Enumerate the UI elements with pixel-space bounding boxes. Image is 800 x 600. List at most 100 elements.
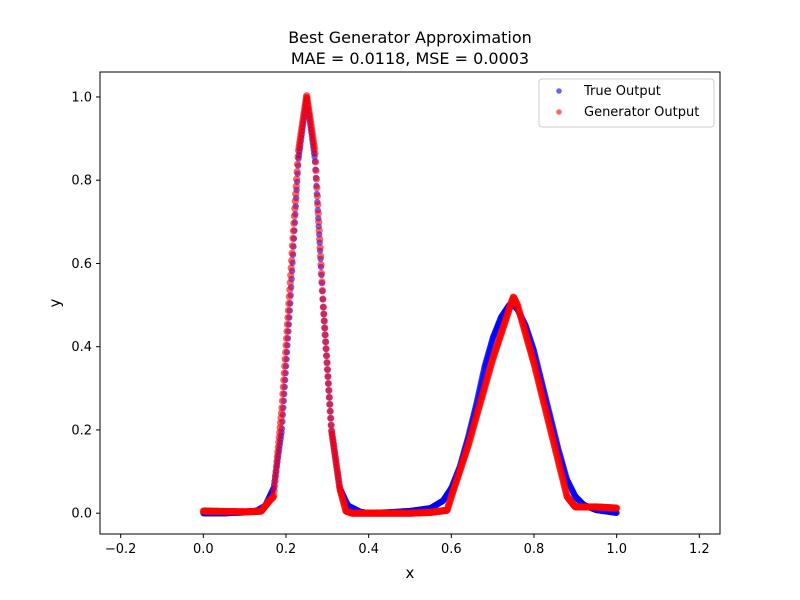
data-point	[293, 168, 301, 176]
data-point	[314, 209, 322, 217]
data-point	[323, 366, 332, 374]
data-point	[292, 190, 300, 198]
data-point	[319, 295, 327, 303]
data-point	[323, 359, 331, 367]
legend: True Output Generator Output	[538, 78, 715, 128]
data-point	[316, 235, 324, 243]
series-generator-output	[199, 92, 621, 517]
data-point	[318, 278, 326, 286]
legend-marker-true-output	[556, 88, 562, 94]
data-point	[326, 400, 334, 408]
legend-label-generator-output: Generator Output	[584, 105, 699, 120]
data-point	[313, 184, 321, 192]
data-point	[283, 327, 291, 336]
data-point	[284, 313, 292, 322]
data-point	[281, 362, 289, 370]
y-tick-label: 0.8	[71, 174, 92, 189]
data-point	[320, 317, 328, 325]
data-point	[285, 293, 293, 301]
data-point	[283, 320, 292, 329]
y-axis-ticks: 0.0 0.2 0.4 0.6 0.8 1.0	[71, 90, 100, 522]
data-point	[322, 338, 330, 346]
y-tick-label: 0.2	[71, 423, 92, 438]
legend-label-true-output: True Output	[583, 84, 661, 99]
data-point	[288, 249, 296, 257]
data-points	[199, 92, 621, 517]
data-point	[293, 160, 302, 168]
data-point	[282, 348, 290, 356]
data-point	[277, 409, 286, 417]
data-point	[290, 219, 298, 228]
x-tick-label: 1.2	[689, 542, 710, 557]
x-axis-label: x	[406, 564, 415, 582]
data-point	[287, 264, 295, 272]
data-point	[280, 369, 288, 377]
data-point	[314, 201, 322, 209]
legend-marker-generator-output	[556, 109, 562, 115]
data-point	[320, 310, 328, 318]
data-point	[294, 153, 302, 161]
data-point	[317, 269, 326, 277]
data-point	[287, 271, 295, 279]
data-point	[286, 286, 294, 294]
data-point	[278, 404, 286, 412]
data-point	[291, 205, 299, 213]
x-tick-label: −0.2	[105, 542, 137, 557]
data-point	[318, 286, 327, 295]
data-point	[282, 341, 290, 349]
data-point	[324, 379, 332, 388]
legend-box	[538, 78, 715, 128]
data-point	[315, 218, 323, 226]
chart-title: Best Generator Approximation	[288, 28, 532, 47]
x-tick-label: 1.0	[606, 542, 627, 557]
data-point	[292, 182, 300, 191]
x-tick-label: 0.2	[276, 542, 297, 557]
y-tick-label: 1.0	[71, 90, 92, 105]
y-tick-label: 0.4	[71, 340, 92, 355]
data-point	[291, 197, 299, 205]
data-point	[290, 212, 298, 220]
x-tick-label: 0.8	[524, 542, 545, 557]
data-point	[325, 393, 333, 401]
data-point	[284, 306, 292, 315]
data-point	[316, 244, 324, 252]
chart-subtitle: MAE = 0.0118, MSE = 0.0003	[291, 49, 529, 68]
data-point	[313, 192, 321, 200]
data-point	[312, 175, 321, 183]
data-point	[327, 414, 335, 422]
data-point	[324, 372, 332, 381]
x-tick-label: 0.0	[193, 542, 214, 557]
data-point	[327, 421, 335, 429]
data-point	[613, 504, 621, 512]
data-point	[311, 158, 320, 166]
plot-frame	[99, 71, 721, 535]
data-point	[317, 261, 325, 269]
data-point	[285, 300, 293, 308]
data-point	[319, 303, 327, 311]
data-point	[312, 166, 320, 175]
data-point	[288, 256, 296, 265]
data-point	[281, 355, 289, 363]
data-point	[326, 407, 334, 415]
data-point	[286, 279, 294, 287]
data-point	[280, 376, 288, 384]
data-point	[279, 390, 287, 398]
y-tick-label: 0.6	[71, 257, 92, 272]
data-point	[278, 397, 287, 405]
data-point	[282, 334, 291, 342]
data-point	[321, 324, 329, 332]
data-point	[316, 252, 325, 260]
data-point	[322, 345, 330, 353]
y-tick-label: 0.0	[71, 507, 92, 522]
data-point	[311, 149, 319, 157]
data-point	[293, 175, 301, 183]
data-point	[321, 331, 329, 339]
x-axis-ticks: −0.2 0.0 0.2 0.4 0.6 0.8 1.0 1.2	[105, 534, 710, 557]
data-point	[279, 383, 287, 391]
data-point	[325, 386, 333, 395]
x-tick-label: 0.4	[358, 542, 379, 557]
data-point	[322, 352, 331, 360]
data-point	[289, 234, 297, 242]
y-axis-label: y	[46, 298, 64, 307]
